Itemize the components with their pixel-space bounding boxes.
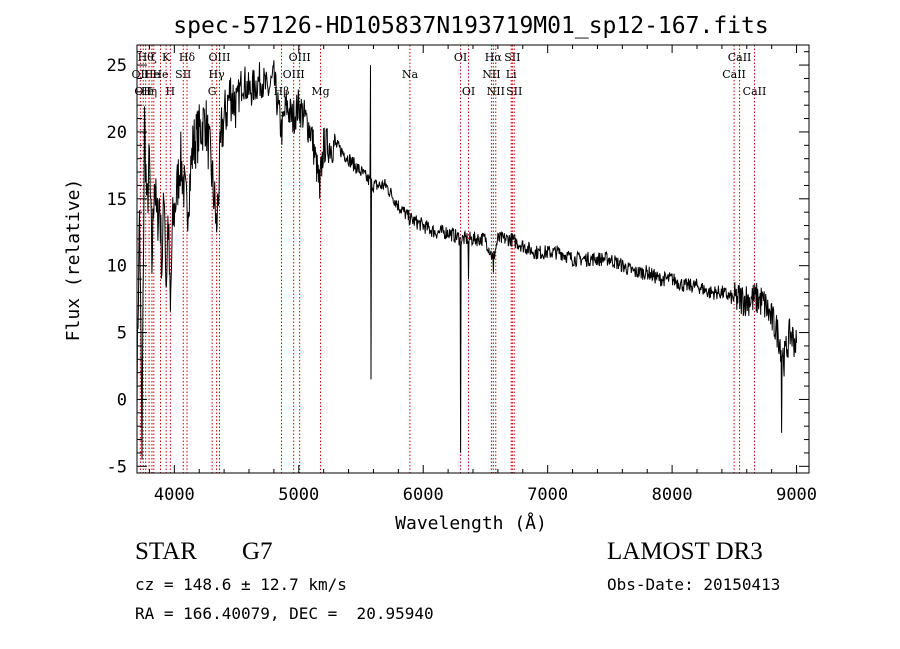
y-tick-label-0: -5 bbox=[107, 457, 127, 477]
line-labels: OIIOIIHθHηHeζHeKHSIIHδGHγOIIIHβOIIIOIIIM… bbox=[132, 51, 767, 98]
line-label-16: OIII bbox=[289, 51, 311, 64]
line-label-7: K bbox=[162, 51, 171, 64]
observation-date: Obs-Date: 20150413 bbox=[607, 575, 781, 594]
plot-frame bbox=[136, 44, 810, 474]
y-axis-label: Flux (relative) bbox=[63, 179, 84, 342]
line-label-1: OII bbox=[134, 85, 152, 98]
line-label-8: H bbox=[166, 85, 176, 98]
axis-ticks: 4000 5000 6000 7000 8000 9000 -5 0 5 10 15 20 25 bbox=[107, 45, 817, 505]
x-axis-label: Wavelength (Å) bbox=[395, 512, 547, 534]
line-label-4: He bbox=[144, 68, 160, 81]
line-label-9: SII bbox=[175, 68, 191, 81]
chart-title: spec-57126-HD105837N193719M01_sp12-167.f… bbox=[173, 13, 768, 39]
line-label-10: Hδ bbox=[179, 51, 196, 64]
x-tick-label-1: 5000 bbox=[278, 485, 319, 505]
line-label-23: NII bbox=[487, 85, 505, 98]
line-label-13: OIII bbox=[208, 51, 230, 64]
x-tick-label-5: 9000 bbox=[776, 485, 817, 505]
x-tick-label-2: 6000 bbox=[403, 485, 444, 505]
line-label-19: OI bbox=[454, 51, 467, 64]
line-label-28: CaII bbox=[728, 51, 752, 64]
y-tick-label-5: 20 bbox=[107, 123, 127, 143]
x-tick-label-3: 7000 bbox=[527, 485, 568, 505]
line-label-15: OIII bbox=[283, 68, 305, 81]
x-tick-label-0: 4000 bbox=[154, 485, 195, 505]
line-label-26: SII bbox=[506, 85, 522, 98]
line-label-2: Hθ bbox=[138, 51, 155, 64]
y-tick-label-6: 25 bbox=[107, 56, 127, 76]
line-label-3: Hη bbox=[141, 85, 157, 98]
object-subclass: G7 bbox=[242, 538, 273, 565]
y-tick-label-4: 15 bbox=[107, 190, 127, 210]
y-tick-label-1: 0 bbox=[117, 390, 127, 410]
line-label-18: Na bbox=[402, 68, 419, 81]
line-label-5: ζ bbox=[151, 51, 157, 64]
x-tick-label-4: 8000 bbox=[652, 485, 693, 505]
object-class: STAR bbox=[135, 538, 197, 565]
line-label-11: G bbox=[208, 85, 217, 98]
line-label-25: SII bbox=[504, 51, 520, 64]
ra-dec-coordinates: RA = 166.40079, DEC = 20.95940 bbox=[135, 604, 434, 623]
redshift-velocity: cz = 148.6 ± 12.7 km/s bbox=[135, 575, 347, 594]
line-label-21: NII bbox=[482, 68, 500, 81]
line-label-20: OI bbox=[462, 85, 475, 98]
y-tick-label-2: 5 bbox=[117, 324, 127, 344]
line-label-6: He bbox=[152, 68, 168, 81]
line-label-24: Li bbox=[506, 68, 517, 81]
line-label-29: CaII bbox=[743, 85, 767, 98]
y-tick-label-3: 10 bbox=[107, 257, 127, 277]
line-label-27: CaII bbox=[722, 68, 746, 81]
line-label-17: Mg bbox=[311, 85, 329, 98]
line-label-22: Hα bbox=[485, 51, 503, 64]
line-label-0: OII bbox=[132, 68, 150, 81]
line-label-12: Hγ bbox=[209, 68, 226, 81]
survey-name: LAMOST DR3 bbox=[607, 538, 763, 565]
spectrum-line bbox=[136, 60, 798, 460]
